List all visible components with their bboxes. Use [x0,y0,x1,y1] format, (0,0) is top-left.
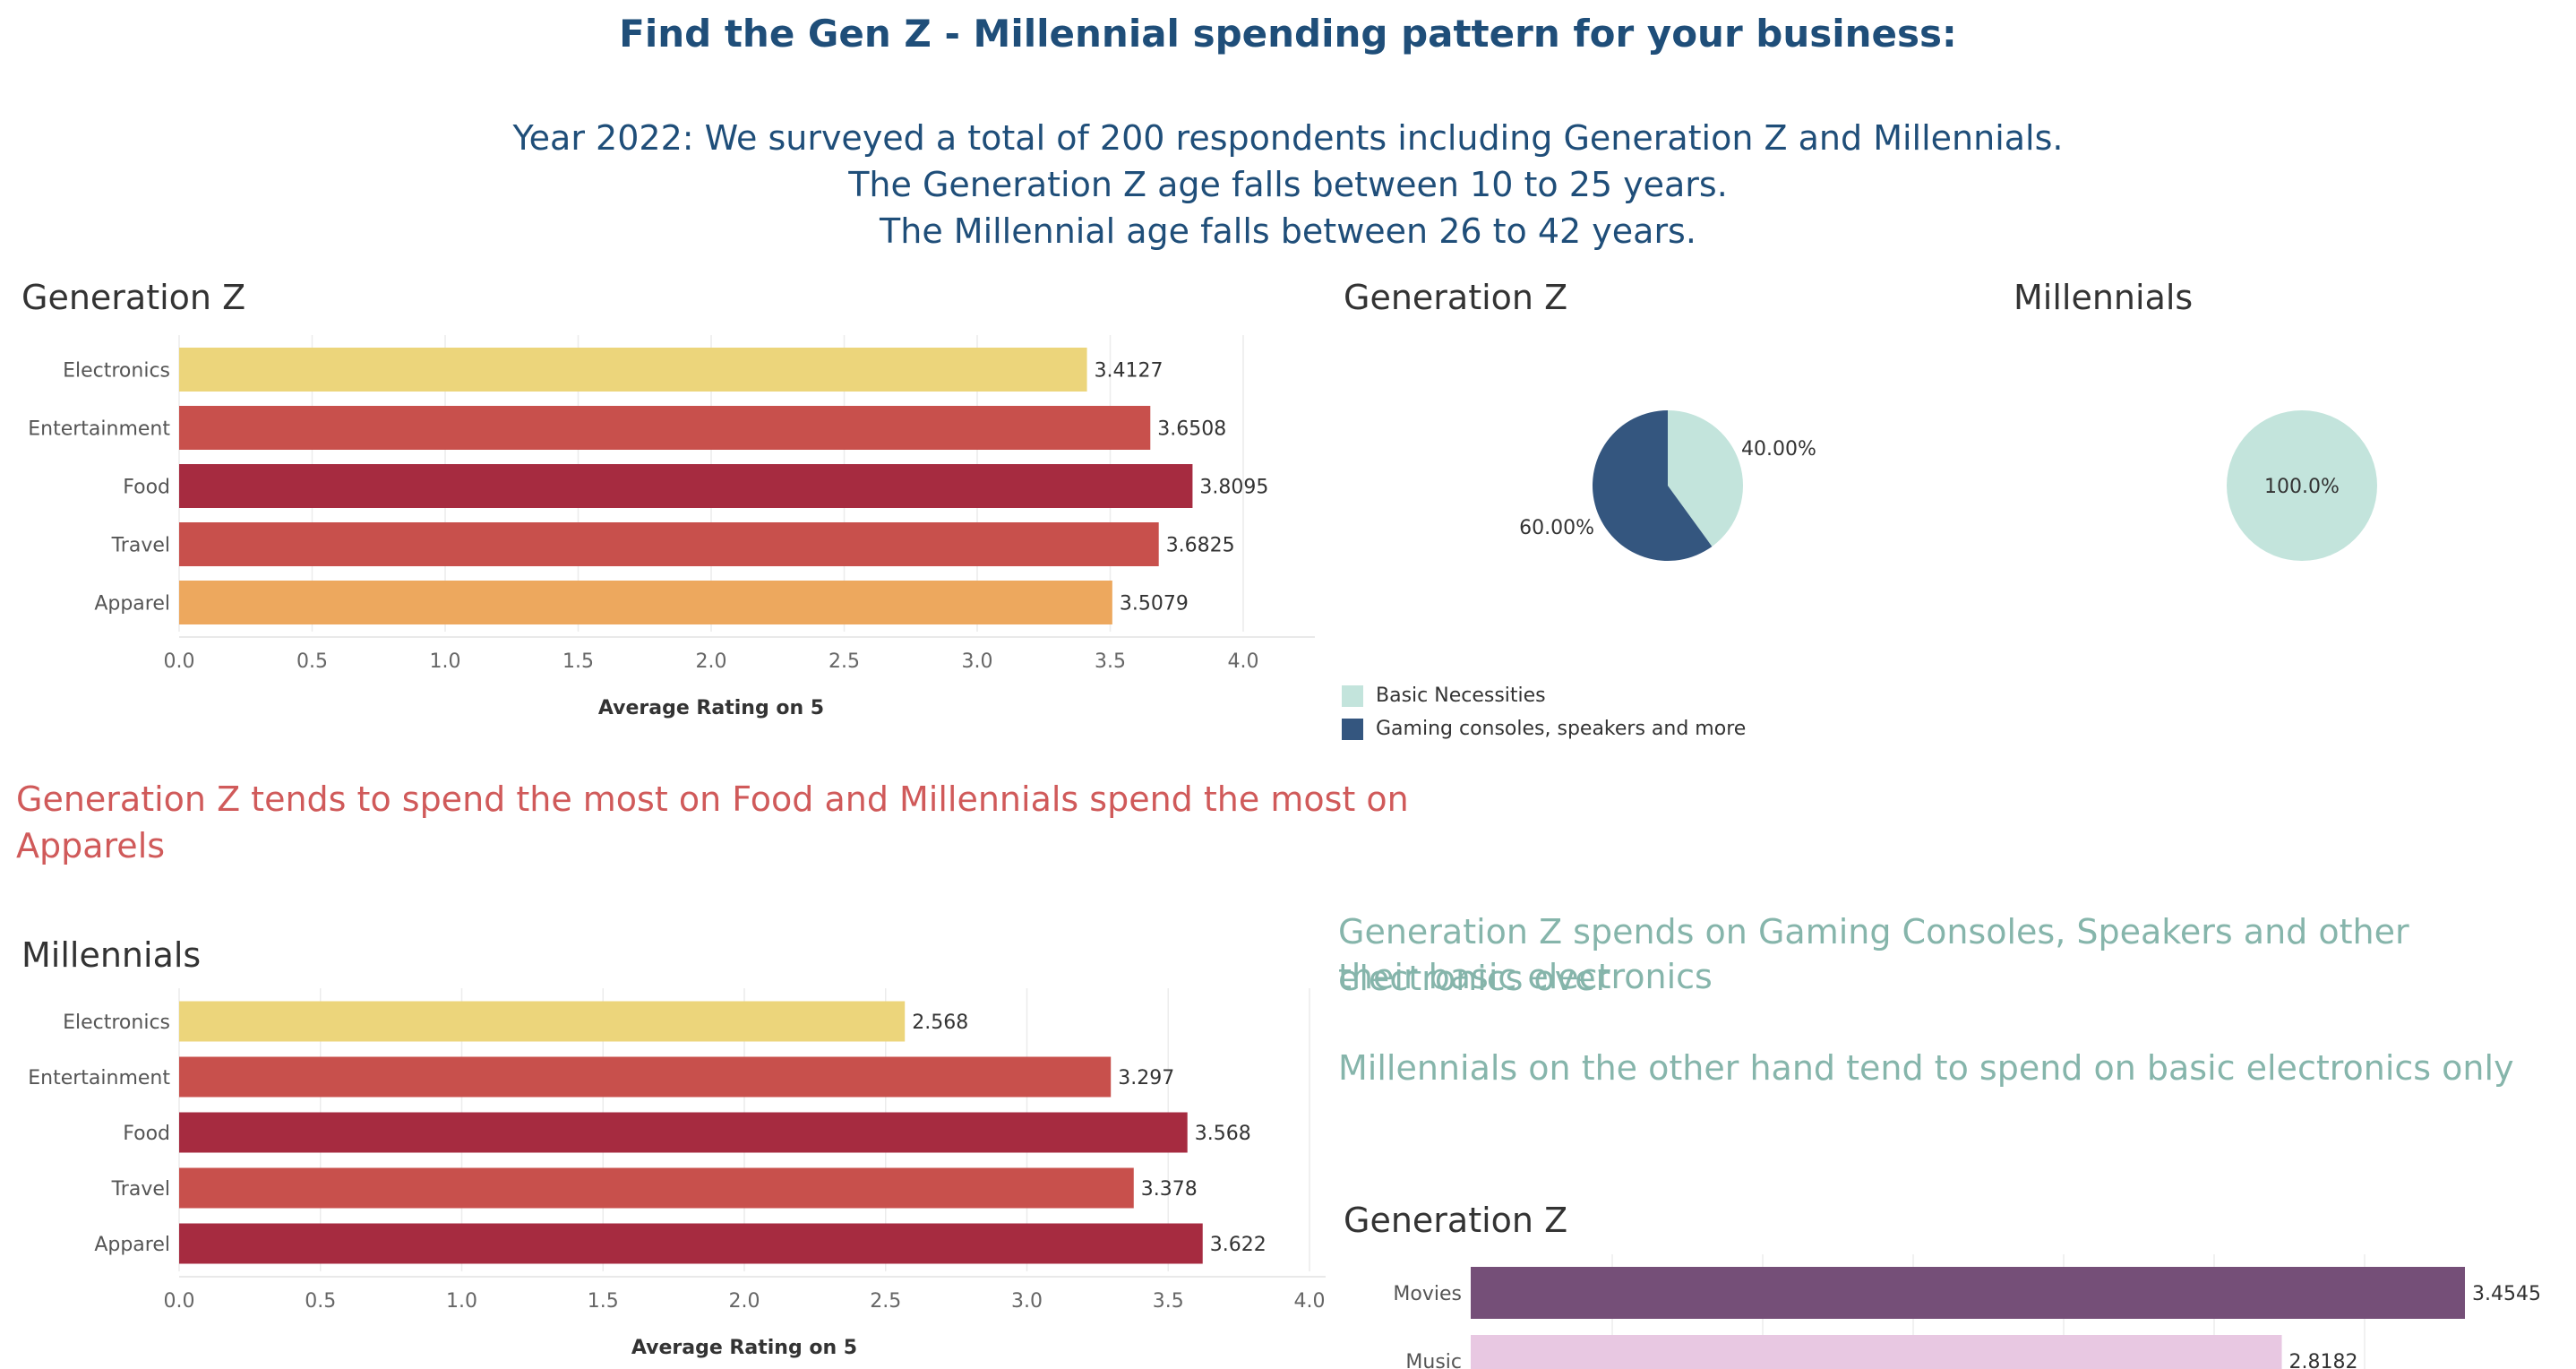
electronics-insight-line-3: Millennials on the other hand tend to sp… [1338,1048,2514,1088]
pie-slice-label: 40.00% [1741,438,1816,461]
x-axis-title: Average Rating on 5 [631,1337,857,1359]
genz-entertainment-bar-chart: Movies 3.4545 Music 2.8182 [1393,1254,2541,1369]
category-label: Travel [111,1178,170,1201]
bar [179,1223,1203,1264]
pie-slice-label: 60.00% [1519,517,1594,539]
x-tick-label: 2.0 [696,650,727,673]
genz-entertainment-chart-title: Generation Z [1344,1201,1568,1240]
survey-description-line-2: The Generation Z age falls between 10 to… [848,165,1728,204]
x-tick-label: 0.0 [164,650,195,673]
spending-insight-line-2: Apparels [16,826,166,865]
category-label: Travel [111,535,170,557]
bar [179,1056,1112,1098]
data-label: 3.378 [1141,1178,1198,1201]
pie-slice-label: 100.0% [2264,476,2340,498]
x-tick-label: 1.5 [562,650,594,673]
data-label: 3.4127 [1095,360,1163,383]
legend-item-gaming-consoles[interactable]: Gaming consoles, speakers and more [1342,718,1746,740]
x-tick-label: 2.5 [829,650,860,673]
dashboard-title: Find the Gen Z - Millennial spending pat… [619,12,1957,56]
category-label: Electronics [63,1012,170,1034]
pie-slice [1668,410,1743,547]
millennials-bar-chart-title: Millennials [21,935,202,975]
survey-description-line-1: Year 2022: We surveyed a total of 200 re… [512,118,2064,158]
legend-item-basic-necessities[interactable]: Basic Necessities [1342,684,1746,707]
spending-insight-line-1: Generation Z tends to spend the most on … [16,779,1409,819]
x-axis-title: Average Rating on 5 [598,697,824,719]
x-tick-label: 4.0 [1294,1290,1326,1313]
category-label: Food [123,477,170,499]
bar [179,581,1112,624]
data-label: 3.568 [1195,1123,1251,1145]
genz-bar-chart-title: Generation Z [21,278,246,317]
genz-spending-bar-chart: 0.0 0.5 1.0 1.5 2.0 2.5 3.0 3.5 4.0 Electronics 3.… [28,335,1315,719]
x-tick-label: 3.0 [1011,1290,1043,1313]
x-tick-label: 2.5 [870,1290,901,1313]
x-tick-label: 3.5 [1095,650,1126,673]
genz-pie-title: Generation Z [1344,278,1568,317]
category-label: Entertainment [28,418,170,441]
survey-description-line-3: The Millennial age falls between 26 to 4… [880,211,1696,251]
category-label: Movies [1393,1283,1462,1305]
x-tick-label: 1.0 [446,1290,477,1313]
millennials-electronics-pie-chart: 100.0% [2227,410,2377,561]
legend-label: Gaming consoles, speakers and more [1376,718,1747,740]
bar [1471,1267,2465,1319]
pie-slice [1593,410,1713,561]
x-tick-label: 2.0 [729,1290,760,1313]
x-tick-label: 3.0 [962,650,993,673]
x-tick-label: 3.5 [1153,1290,1184,1313]
data-label: 3.622 [1210,1234,1267,1256]
category-label: Electronics [63,360,170,383]
legend-swatch-basic-necessities [1342,684,1363,707]
millennials-spending-bar-chart: 0.0 0.5 1.0 1.5 2.0 2.5 3.0 3.5 4.0 Electronics 2.… [28,988,1326,1359]
category-label: Apparel [94,1234,170,1256]
data-label: 2.8182 [2289,1351,2358,1369]
bar [179,1001,906,1042]
bar [179,406,1151,450]
genz-electronics-pie-chart: 40.00% 60.00% [1519,410,1816,561]
x-tick-label: 0.5 [296,650,328,673]
category-label: Apparel [94,593,170,616]
x-tick-label: 1.0 [430,650,461,673]
category-label: Music [1405,1351,1462,1369]
data-label: 3.5079 [1120,593,1189,616]
data-label: 3.297 [1118,1067,1174,1089]
electronics-insight-line-1: Generation Z spends on Gaming Consoles, … [1338,912,2409,998]
data-label: 2.568 [912,1012,968,1034]
x-tick-label: 0.0 [164,1290,195,1313]
legend-swatch-gaming-consoles [1342,718,1363,740]
category-label: Food [123,1123,170,1145]
x-tick-label: 0.5 [305,1290,336,1313]
category-label: Entertainment [28,1067,170,1089]
pie-legend: Basic Necessities Gaming consoles, speak… [1342,684,1746,740]
millennials-pie-title: Millennials [2014,278,2194,317]
x-tick-label: 4.0 [1228,650,1259,673]
electronics-insight-line-2: their basic electronics [1338,957,1713,996]
pie-slice [2227,410,2377,561]
bar [179,1167,1134,1209]
legend-label: Basic Necessities [1376,684,1546,707]
bar [179,348,1087,392]
data-label: 3.8095 [1199,477,1268,499]
bar [179,1112,1188,1153]
data-label: 3.6508 [1157,418,1226,441]
bar [179,522,1159,566]
bar [1471,1335,2282,1369]
x-tick-label: 1.5 [588,1290,619,1313]
data-label: 3.6825 [1166,535,1235,557]
bar [179,464,1193,508]
data-label: 3.4545 [2472,1283,2541,1305]
